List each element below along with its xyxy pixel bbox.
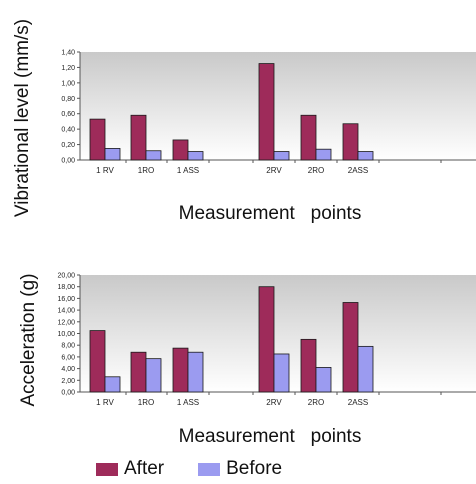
y-tick-label: 0,00	[61, 390, 75, 397]
x-tick-label: 1 RV	[96, 398, 114, 407]
y-tick-label: 10,00	[57, 331, 75, 338]
bar-before-1-ass	[187, 151, 204, 161]
bar-before-1-ass	[187, 351, 204, 393]
bar-before-1ro	[145, 358, 162, 393]
y-tick-label: 2,00	[61, 378, 75, 385]
bar-after-2rv	[258, 63, 275, 161]
y-tick-label: 20,00	[57, 273, 75, 280]
bar-before-2rv	[273, 151, 290, 161]
bar-before-2ass	[357, 345, 374, 393]
acceleration-chart: 0,00 2,00 4,00 6,00 8,00 10,00 12,00 14,00 16,00…	[18, 273, 476, 447]
y-tick-label: 0,80	[61, 96, 75, 103]
bar-before-1-rv	[104, 148, 121, 161]
x-axis-title: Measurement points	[179, 426, 362, 447]
bar-before-2ro	[315, 148, 332, 161]
bar-after-1-rv	[89, 330, 106, 393]
bar-before-1-rv	[104, 376, 121, 393]
x-tick-label: 2RV	[266, 398, 282, 407]
y-tick-label: 6,00	[61, 354, 75, 361]
bar-after-2ass	[342, 123, 359, 161]
y-tick-label: 18,00	[57, 284, 75, 291]
bar-before-2ro	[315, 367, 332, 393]
y-tick-label: 0,20	[61, 142, 75, 149]
y-tick-label: 16,00	[57, 296, 75, 303]
x-tick-label: 1RO	[138, 166, 154, 175]
x-tick-label: 2RO	[308, 166, 324, 175]
x-tick-label: 2RV	[266, 166, 282, 175]
y-axis-title: Acceleration (g)	[18, 273, 39, 406]
y-tick-label: 12,00	[57, 319, 75, 326]
vibration-chart: 0,00 0,20 0,40 0,60 0,80 1,00 1,20 1,40 1 RV 1RO 1…	[12, 19, 476, 224]
y-tick-label: 0,00	[61, 158, 75, 165]
x-tick-label: 2ASS	[348, 398, 368, 407]
bar-after-1-rv	[89, 118, 106, 161]
x-tick-label: 1RO	[138, 398, 154, 407]
x-axis-title: Measurement points	[179, 203, 362, 224]
x-tick-label: 1 ASS	[177, 398, 199, 407]
x-tick-label: 2ASS	[348, 166, 368, 175]
y-tick-label: 0,40	[61, 127, 75, 134]
bar-before-2ass	[357, 151, 374, 161]
y-axis-title: Vibrational level (mm/s)	[12, 19, 33, 217]
legend: After Before	[96, 458, 282, 480]
legend-item-before: Before	[198, 458, 282, 480]
bar-before-2rv	[273, 353, 290, 393]
y-tick-label: 0,60	[61, 111, 75, 118]
y-tick-label: 1,40	[61, 50, 75, 57]
y-tick-label: 1,20	[61, 65, 75, 72]
bar-before-1ro	[145, 150, 162, 161]
legend-label-before: Before	[226, 458, 283, 479]
legend-swatch-after	[96, 462, 118, 476]
y-tick-label: 1,00	[61, 80, 75, 87]
y-tick-label: 14,00	[57, 308, 75, 315]
legend-swatch-before	[198, 462, 221, 476]
bar-after-2ass	[342, 302, 359, 393]
bar-after-2rv	[258, 286, 275, 393]
y-tick-label: 8,00	[61, 343, 75, 350]
x-tick-label: 1 ASS	[177, 166, 199, 175]
legend-item-after: After	[96, 458, 164, 480]
bar-after-1ro	[130, 351, 147, 393]
bar-after-2ro	[300, 338, 317, 393]
x-tick-label: 1 RV	[96, 166, 114, 175]
bar-after-1-ass	[172, 347, 189, 393]
bar-after-1ro	[130, 114, 147, 161]
legend-label-after: After	[124, 458, 165, 479]
x-tick-label: 2RO	[308, 398, 324, 407]
bar-after-2ro	[300, 114, 317, 161]
y-tick-label: 4,00	[61, 366, 75, 373]
bar-after-1-ass	[172, 139, 189, 161]
